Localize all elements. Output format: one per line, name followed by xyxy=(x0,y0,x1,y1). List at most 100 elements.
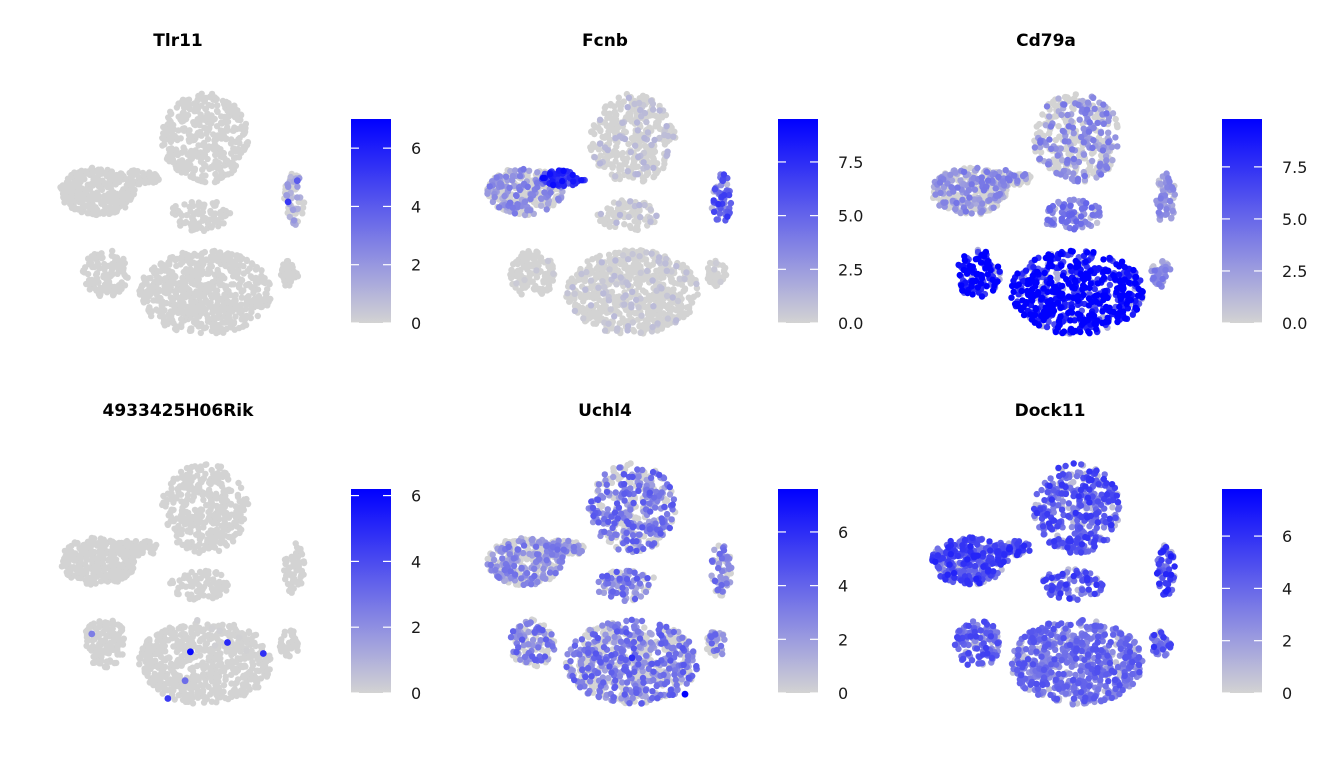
cell-point xyxy=(204,220,212,227)
cell-point xyxy=(486,183,493,190)
cell-point xyxy=(203,130,210,137)
cell-point xyxy=(952,206,959,213)
cell-point xyxy=(204,146,211,153)
cell-point xyxy=(200,227,208,234)
cell-point xyxy=(182,169,189,176)
cell-point xyxy=(264,302,271,309)
cell-point xyxy=(983,283,990,290)
cell-point xyxy=(211,247,218,255)
cell-point xyxy=(186,153,194,160)
cell-point xyxy=(1057,250,1064,258)
cell-point xyxy=(509,177,516,184)
cell-point xyxy=(221,291,228,298)
cell-point xyxy=(710,208,718,215)
cell-point xyxy=(1155,209,1162,216)
cell-point xyxy=(207,207,214,215)
cell-point xyxy=(1106,307,1113,315)
cell-point xyxy=(192,272,199,279)
cell-point xyxy=(566,298,574,305)
cell-point xyxy=(181,219,189,227)
cell-point xyxy=(978,174,985,181)
cell-point xyxy=(632,142,639,149)
cell-point xyxy=(208,263,215,270)
cell-point xyxy=(1082,258,1089,265)
cell-point xyxy=(1121,264,1128,271)
cell-point xyxy=(1052,136,1059,144)
cell-point xyxy=(1104,314,1111,321)
cell-point xyxy=(520,165,527,173)
cell-point xyxy=(1023,299,1030,306)
cell-point xyxy=(619,149,626,157)
cell-point xyxy=(662,111,670,119)
cell-point xyxy=(1067,317,1074,324)
cell-point xyxy=(103,172,110,180)
cell-point xyxy=(189,165,197,173)
cell-point xyxy=(971,186,979,193)
cell-point xyxy=(634,127,641,134)
cell-point xyxy=(653,267,660,274)
cell-point xyxy=(201,116,208,124)
cell-point xyxy=(961,253,968,260)
cell-point xyxy=(1100,101,1107,108)
cell-point xyxy=(287,173,294,181)
cell-point xyxy=(1097,171,1105,178)
cell-point xyxy=(294,273,302,280)
cell-point xyxy=(549,181,557,189)
cell-point xyxy=(629,134,637,142)
cell-point xyxy=(1080,276,1088,284)
cell-point xyxy=(289,271,297,278)
cell-point xyxy=(625,140,632,148)
cell-point xyxy=(208,90,216,98)
cell-point xyxy=(213,123,221,130)
cell-point xyxy=(1071,285,1078,292)
cell-point xyxy=(1110,272,1117,279)
cell-point xyxy=(84,270,92,278)
cell-point xyxy=(240,322,247,330)
cell-point xyxy=(1045,161,1052,168)
cell-point xyxy=(182,115,190,123)
cell-point xyxy=(124,196,132,203)
cell-point xyxy=(1083,249,1091,256)
cell-point xyxy=(65,176,73,183)
cell-point xyxy=(1059,203,1066,211)
colorbar-tick-label: 4 xyxy=(411,197,421,216)
cell-point xyxy=(148,266,156,273)
cell-point xyxy=(550,270,557,277)
cell-point xyxy=(1018,287,1025,295)
cell-point xyxy=(225,160,233,167)
cell-point xyxy=(180,108,187,116)
cell-point xyxy=(612,158,619,165)
cell-point xyxy=(589,128,596,135)
cell-point xyxy=(508,267,515,274)
cell-point xyxy=(526,263,534,270)
cell-point xyxy=(1080,151,1088,158)
cell-point xyxy=(947,171,954,178)
cell-point xyxy=(653,169,660,177)
cell-point xyxy=(216,173,224,181)
cell-point xyxy=(956,271,963,279)
cell-point xyxy=(184,253,191,260)
colorbar-tick-label: 0 xyxy=(411,314,421,333)
cell-point xyxy=(261,279,269,287)
cell-point xyxy=(720,191,728,199)
cell-point xyxy=(200,214,207,221)
cell-point xyxy=(1099,147,1107,154)
cell-point xyxy=(620,161,628,168)
cell-point xyxy=(218,213,225,220)
cell-point xyxy=(607,100,614,108)
cell-point xyxy=(1055,198,1062,206)
cell-point xyxy=(1114,285,1121,292)
cell-point xyxy=(1085,302,1092,309)
cell-point xyxy=(544,257,552,265)
cell-point xyxy=(506,184,513,191)
cell-point xyxy=(199,267,206,274)
cell-point xyxy=(704,265,712,272)
cell-point xyxy=(601,119,609,127)
cell-point xyxy=(227,258,234,266)
cell-point xyxy=(592,313,599,320)
cell-point xyxy=(580,315,587,322)
cell-point xyxy=(169,270,176,278)
cell-point xyxy=(179,249,186,257)
cell-point xyxy=(159,142,166,149)
